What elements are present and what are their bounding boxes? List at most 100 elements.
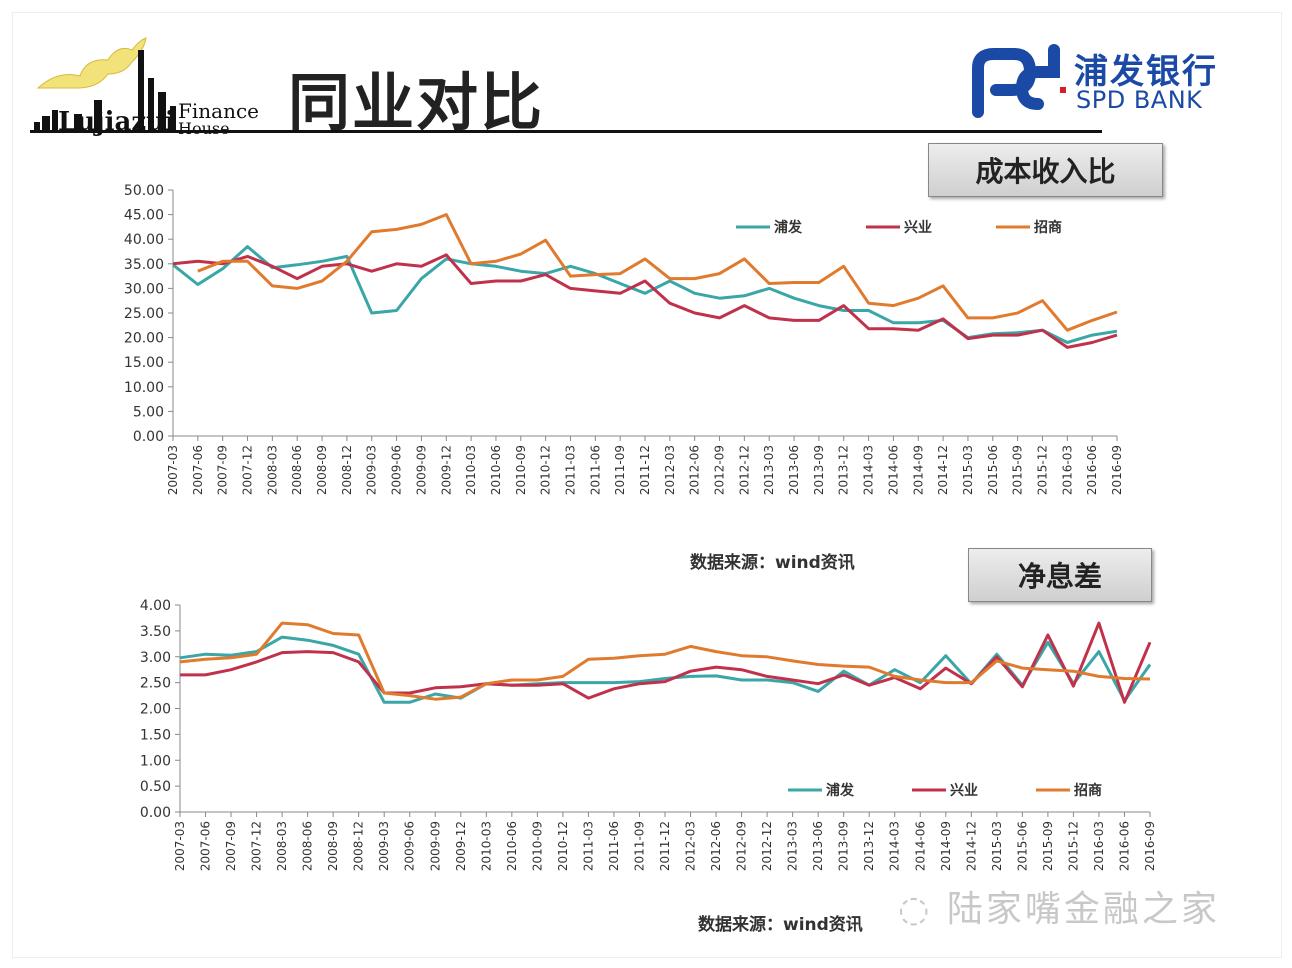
x-tick-label: 2009-12 bbox=[439, 445, 453, 495]
x-tick-label: 2014-12 bbox=[936, 445, 950, 495]
x-tick-label: 2007-06 bbox=[191, 445, 205, 495]
watermark: ◌ 陆家嘴金融之家 bbox=[898, 880, 1220, 932]
x-tick-label: 2009-03 bbox=[365, 445, 379, 495]
x-tick-label: 2007-12 bbox=[250, 821, 264, 871]
x-tick-label: 2016-09 bbox=[1110, 445, 1124, 495]
y-tick-label: 4.00 bbox=[140, 598, 171, 614]
x-tick-label: 2014-03 bbox=[862, 445, 876, 495]
chart2-title-label: 净息差 bbox=[968, 548, 1152, 602]
y-tick-label: 1.00 bbox=[140, 753, 171, 769]
bank-name-en: SPD BANK bbox=[1076, 86, 1203, 114]
x-tick-label: 2015-06 bbox=[1015, 821, 1029, 871]
watermark-text: 陆家嘴金融之家 bbox=[946, 889, 1220, 930]
x-tick-label: 2015-06 bbox=[986, 445, 1000, 495]
legend-label: 招商 bbox=[1074, 782, 1102, 799]
bank-name-cn: 浦发银行 bbox=[1074, 52, 1218, 92]
legend-label: 浦发 bbox=[826, 782, 855, 799]
x-tick-label: 2010-03 bbox=[464, 445, 478, 495]
legend-label: 兴业 bbox=[904, 219, 932, 236]
x-tick-label: 2010-06 bbox=[505, 821, 519, 871]
logo-text-finance: Finance bbox=[178, 99, 259, 123]
x-tick-label: 2013-12 bbox=[862, 821, 876, 871]
y-tick-label: 40.00 bbox=[124, 232, 164, 248]
x-tick-label: 2009-12 bbox=[454, 821, 468, 871]
x-tick-label: 2015-12 bbox=[1035, 445, 1049, 495]
x-tick-label: 2008-09 bbox=[326, 821, 340, 871]
y-tick-label: 25.00 bbox=[124, 306, 164, 322]
x-tick-label: 2009-09 bbox=[414, 445, 428, 495]
x-tick-label: 2008-09 bbox=[315, 445, 329, 495]
x-tick-label: 2008-12 bbox=[352, 821, 366, 871]
x-tick-label: 2013-09 bbox=[812, 445, 826, 495]
x-tick-label: 2008-03 bbox=[275, 821, 289, 871]
x-tick-label: 2008-06 bbox=[290, 445, 304, 495]
page-title: 同业对比 bbox=[288, 66, 545, 139]
y-tick-label: 30.00 bbox=[124, 281, 164, 297]
legend-label: 浦发 bbox=[774, 219, 803, 236]
y-tick-label: 20.00 bbox=[124, 331, 164, 347]
x-tick-label: 2015-12 bbox=[1066, 821, 1080, 871]
x-tick-label: 2016-03 bbox=[1092, 821, 1106, 871]
y-tick-label: 2.50 bbox=[140, 676, 171, 692]
x-tick-label: 2016-06 bbox=[1085, 445, 1099, 495]
series-line-2 bbox=[197, 213, 1118, 332]
x-tick-label: 2010-09 bbox=[530, 821, 544, 871]
y-tick-label: 3.50 bbox=[140, 624, 171, 640]
x-tick-label: 2007-09 bbox=[216, 445, 230, 495]
x-tick-label: 2010-06 bbox=[489, 445, 503, 495]
x-tick-label: 2012-06 bbox=[709, 821, 723, 871]
x-tick-label: 2011-12 bbox=[658, 821, 672, 871]
series-line-2 bbox=[179, 621, 1151, 701]
y-tick-label: 0.00 bbox=[140, 805, 171, 821]
chart1-title-label: 成本收入比 bbox=[928, 143, 1163, 197]
x-tick-label: 2011-03 bbox=[581, 821, 595, 871]
x-tick-label: 2011-03 bbox=[563, 445, 577, 495]
series-line-1 bbox=[172, 253, 1118, 349]
x-tick-label: 2013-09 bbox=[837, 821, 851, 871]
x-tick-label: 2012-09 bbox=[735, 821, 749, 871]
x-tick-label: 2008-12 bbox=[340, 445, 354, 495]
x-tick-label: 2012-03 bbox=[684, 821, 698, 871]
title-divider bbox=[30, 130, 1102, 133]
x-tick-label: 2009-09 bbox=[428, 821, 442, 871]
legend-label: 招商 bbox=[1034, 219, 1062, 236]
y-tick-label: 0.00 bbox=[133, 429, 164, 445]
x-tick-label: 2012-12 bbox=[760, 821, 774, 871]
x-tick-label: 2014-09 bbox=[911, 445, 925, 495]
spd-bank-logo-icon bbox=[972, 44, 1066, 118]
x-tick-label: 2010-09 bbox=[514, 445, 528, 495]
x-tick-label: 2014-12 bbox=[964, 821, 978, 871]
x-tick-label: 2007-03 bbox=[173, 821, 187, 871]
x-tick-label: 2013-03 bbox=[786, 821, 800, 871]
x-tick-label: 2007-06 bbox=[199, 821, 213, 871]
x-tick-label: 2008-03 bbox=[265, 445, 279, 495]
x-tick-label: 2014-06 bbox=[913, 821, 927, 871]
y-tick-label: 45.00 bbox=[124, 208, 164, 224]
y-tick-label: 15.00 bbox=[124, 355, 164, 371]
x-tick-label: 2010-12 bbox=[556, 821, 570, 871]
x-tick-label: 2016-06 bbox=[1117, 821, 1131, 871]
x-tick-label: 2011-12 bbox=[638, 445, 652, 495]
x-tick-label: 2007-09 bbox=[224, 821, 238, 871]
x-tick-label: 2012-12 bbox=[737, 445, 751, 495]
y-tick-label: 0.50 bbox=[140, 779, 171, 795]
series-line-0 bbox=[179, 635, 1152, 704]
y-tick-label: 3.00 bbox=[140, 650, 171, 666]
x-tick-label: 2014-06 bbox=[886, 445, 900, 495]
x-tick-label: 2016-09 bbox=[1143, 821, 1157, 871]
x-tick-label: 2009-06 bbox=[403, 821, 417, 871]
y-tick-label: 50.00 bbox=[124, 183, 164, 199]
x-tick-label: 2010-12 bbox=[539, 445, 553, 495]
x-tick-label: 2015-09 bbox=[1011, 445, 1025, 495]
x-tick-label: 2015-03 bbox=[961, 445, 975, 495]
x-tick-label: 2010-03 bbox=[479, 821, 493, 871]
chart1-source: 数据来源：wind资讯 bbox=[690, 553, 855, 573]
x-tick-label: 2013-12 bbox=[837, 445, 851, 495]
y-tick-label: 1.50 bbox=[140, 727, 171, 743]
x-tick-label: 2015-03 bbox=[990, 821, 1004, 871]
wechat-icon: ◌ bbox=[898, 889, 947, 930]
x-tick-label: 2007-12 bbox=[241, 445, 255, 495]
x-tick-label: 2016-03 bbox=[1060, 445, 1074, 495]
